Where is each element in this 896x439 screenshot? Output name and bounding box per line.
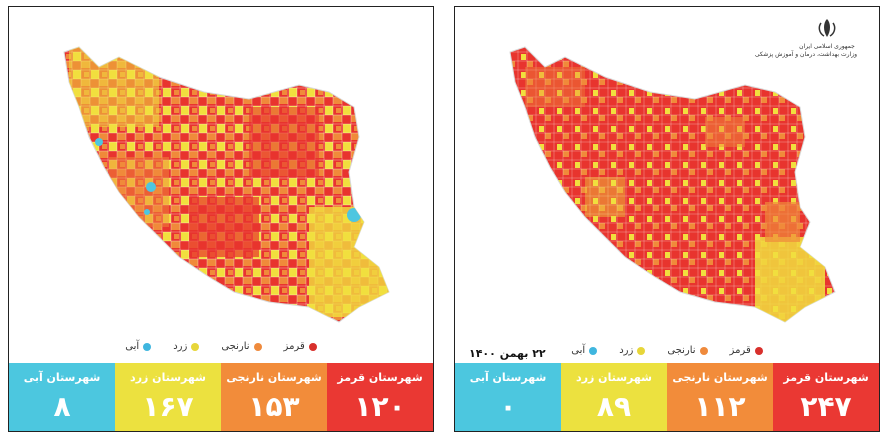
ministry-emblem: جمهوری اسلامی ایران وزارت بهداشت، درمان … xyxy=(754,17,857,59)
legend-yellow: زرد xyxy=(173,341,200,352)
date-label: ۲۲ بهمن ۱۴۰۰ xyxy=(469,347,546,360)
legend-orange: نارنجی xyxy=(221,341,262,352)
county-counts-right: شهرستان قرمز ۲۴۷ شهرستان نارنجی ۱۱۲ شهرس… xyxy=(455,363,879,431)
blue-dot-icon xyxy=(589,346,598,355)
count-blue: شهرستان آبی ۸ xyxy=(9,363,115,431)
legend-red: قرمز xyxy=(284,341,317,352)
count-red: شهرستان قرمز ۱۲۰ xyxy=(327,363,433,431)
iran-map-right xyxy=(509,46,836,323)
emblem-line1: جمهوری اسلامی ایران xyxy=(799,43,855,50)
orange-dot-icon xyxy=(253,342,262,351)
yellow-dot-icon xyxy=(191,342,200,351)
blue-dot-icon xyxy=(143,342,152,351)
count-blue: شهرستان آبی ۰ xyxy=(455,363,561,431)
legend-blue: آبی xyxy=(125,341,152,352)
orange-dot-icon xyxy=(699,346,708,355)
legend-orange: نارنجی xyxy=(667,345,708,356)
left-map-panel: قرمز نارنجی زرد آبی شهرستان قرمز ۱۲۰ شهر… xyxy=(8,6,434,432)
map-legend-right: قرمز نارنجی زرد آبی xyxy=(455,345,879,356)
emblem-line2: وزارت بهداشت، درمان و آموزش پزشکی xyxy=(754,51,857,58)
legend-blue: آبی xyxy=(571,345,598,356)
count-yellow: شهرستان زرد ۱۶۷ xyxy=(115,363,221,431)
legend-yellow: زرد xyxy=(619,345,646,356)
count-yellow: شهرستان زرد ۸۹ xyxy=(561,363,667,431)
count-orange: شهرستان نارنجی ۱۱۲ xyxy=(667,363,773,431)
yellow-dot-icon xyxy=(637,346,646,355)
red-dot-icon xyxy=(308,342,317,351)
iran-emblem-icon xyxy=(818,19,836,37)
iran-map-left xyxy=(63,46,390,323)
red-dot-icon xyxy=(754,346,763,355)
count-red: شهرستان قرمز ۲۴۷ xyxy=(773,363,879,431)
right-map-panel: جمهوری اسلامی ایران وزارت بهداشت، درمان … xyxy=(454,6,880,432)
map-legend: قرمز نارنجی زرد آبی xyxy=(9,341,433,352)
count-orange: شهرستان نارنجی ۱۵۳ xyxy=(221,363,327,431)
county-counts: شهرستان قرمز ۱۲۰ شهرستان نارنجی ۱۵۳ شهرس… xyxy=(9,363,433,431)
legend-red: قرمز xyxy=(730,345,763,356)
